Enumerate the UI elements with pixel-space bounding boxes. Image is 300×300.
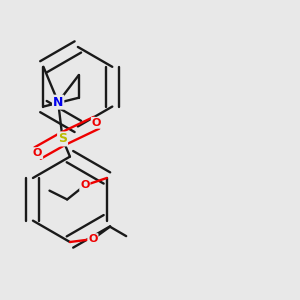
- Text: O: O: [92, 118, 101, 128]
- Text: O: O: [80, 180, 89, 190]
- Text: O: O: [33, 148, 42, 158]
- Text: S: S: [58, 133, 67, 146]
- Text: O: O: [88, 234, 98, 244]
- Text: N: N: [53, 96, 63, 109]
